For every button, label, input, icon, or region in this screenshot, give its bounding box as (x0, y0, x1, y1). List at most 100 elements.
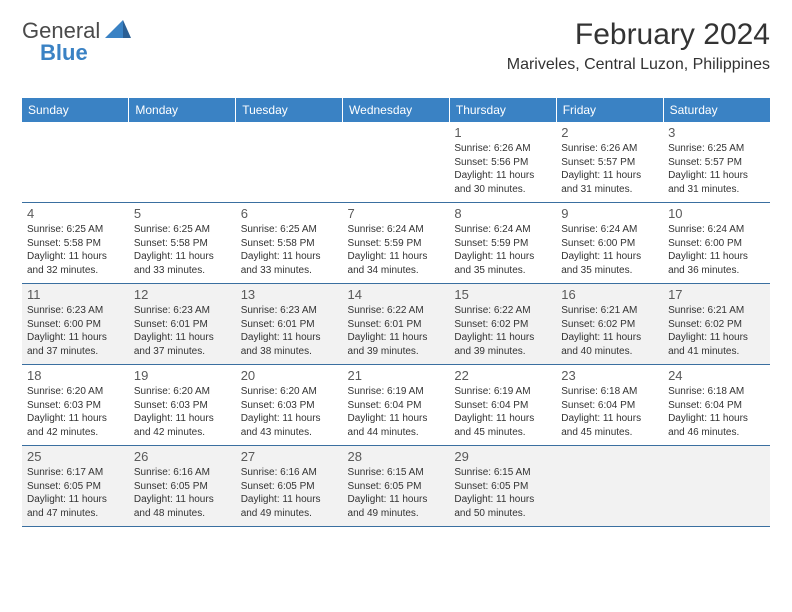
day-number: 13 (241, 287, 338, 302)
sunset-line: Sunset: 6:05 PM (134, 480, 231, 494)
day-cell: 24Sunrise: 6:18 AMSunset: 6:04 PMDayligh… (663, 365, 770, 446)
daylight-line-2: and 42 minutes. (134, 426, 231, 440)
day-cell: 11Sunrise: 6:23 AMSunset: 6:00 PMDayligh… (22, 284, 129, 365)
week-row: 18Sunrise: 6:20 AMSunset: 6:03 PMDayligh… (22, 365, 770, 446)
day-number: 18 (27, 368, 124, 383)
daylight-line-2: and 33 minutes. (241, 264, 338, 278)
day-number: 11 (27, 287, 124, 302)
day-number: 28 (348, 449, 445, 464)
dow-friday: Friday (556, 98, 663, 122)
daylight-line-2: and 36 minutes. (668, 264, 765, 278)
day-number: 25 (27, 449, 124, 464)
sunset-line: Sunset: 6:04 PM (454, 399, 551, 413)
empty-cell (343, 122, 450, 203)
day-cell: 20Sunrise: 6:20 AMSunset: 6:03 PMDayligh… (236, 365, 343, 446)
day-cell: 19Sunrise: 6:20 AMSunset: 6:03 PMDayligh… (129, 365, 236, 446)
day-cell: 3Sunrise: 6:25 AMSunset: 5:57 PMDaylight… (663, 122, 770, 203)
day-cell: 25Sunrise: 6:17 AMSunset: 6:05 PMDayligh… (22, 446, 129, 527)
dow-tuesday: Tuesday (236, 98, 343, 122)
dow-wednesday: Wednesday (343, 98, 450, 122)
sunset-line: Sunset: 6:01 PM (134, 318, 231, 332)
sunset-line: Sunset: 6:03 PM (241, 399, 338, 413)
sunrise-line: Sunrise: 6:24 AM (454, 223, 551, 237)
day-cell: 15Sunrise: 6:22 AMSunset: 6:02 PMDayligh… (449, 284, 556, 365)
empty-cell (236, 122, 343, 203)
daylight-line-2: and 46 minutes. (668, 426, 765, 440)
daylight-line-2: and 31 minutes. (561, 183, 658, 197)
sunset-line: Sunset: 6:00 PM (561, 237, 658, 251)
sunset-line: Sunset: 6:00 PM (668, 237, 765, 251)
empty-cell (663, 446, 770, 527)
day-number: 22 (454, 368, 551, 383)
daylight-line-1: Daylight: 11 hours (241, 250, 338, 264)
day-number: 21 (348, 368, 445, 383)
daylight-line-2: and 37 minutes. (134, 345, 231, 359)
day-number: 12 (134, 287, 231, 302)
sunrise-line: Sunrise: 6:20 AM (134, 385, 231, 399)
daylight-line-2: and 43 minutes. (241, 426, 338, 440)
day-cell: 13Sunrise: 6:23 AMSunset: 6:01 PMDayligh… (236, 284, 343, 365)
sunset-line: Sunset: 6:05 PM (241, 480, 338, 494)
sunrise-line: Sunrise: 6:20 AM (241, 385, 338, 399)
sunset-line: Sunset: 5:59 PM (348, 237, 445, 251)
empty-cell (129, 122, 236, 203)
dow-sunday: Sunday (22, 98, 129, 122)
daylight-line-1: Daylight: 11 hours (668, 331, 765, 345)
sunset-line: Sunset: 5:58 PM (241, 237, 338, 251)
day-cell: 22Sunrise: 6:19 AMSunset: 6:04 PMDayligh… (449, 365, 556, 446)
day-number: 14 (348, 287, 445, 302)
day-number: 3 (668, 125, 765, 140)
daylight-line-2: and 49 minutes. (348, 507, 445, 521)
sunset-line: Sunset: 5:59 PM (454, 237, 551, 251)
sunrise-line: Sunrise: 6:18 AM (668, 385, 765, 399)
daylight-line-2: and 44 minutes. (348, 426, 445, 440)
sunset-line: Sunset: 6:05 PM (27, 480, 124, 494)
sunset-line: Sunset: 5:57 PM (668, 156, 765, 170)
day-cell: 10Sunrise: 6:24 AMSunset: 6:00 PMDayligh… (663, 203, 770, 284)
day-number: 8 (454, 206, 551, 221)
day-cell: 7Sunrise: 6:24 AMSunset: 5:59 PMDaylight… (343, 203, 450, 284)
daylight-line-2: and 32 minutes. (27, 264, 124, 278)
sunrise-line: Sunrise: 6:23 AM (134, 304, 231, 318)
sunrise-line: Sunrise: 6:15 AM (348, 466, 445, 480)
calendar-table: Sunday Monday Tuesday Wednesday Thursday… (22, 98, 770, 527)
sunrise-line: Sunrise: 6:16 AM (241, 466, 338, 480)
day-number: 5 (134, 206, 231, 221)
sunrise-line: Sunrise: 6:18 AM (561, 385, 658, 399)
daylight-line-2: and 47 minutes. (27, 507, 124, 521)
day-cell: 12Sunrise: 6:23 AMSunset: 6:01 PMDayligh… (129, 284, 236, 365)
location-subtitle: Mariveles, Central Luzon, Philippines (507, 56, 770, 74)
daylight-line-1: Daylight: 11 hours (27, 331, 124, 345)
sunset-line: Sunset: 5:57 PM (561, 156, 658, 170)
daylight-line-2: and 42 minutes. (27, 426, 124, 440)
day-cell: 14 Sunrise: 6:22 AMSunset: 6:01 PMDayligh… (343, 284, 450, 365)
daylight-line-1: Daylight: 11 hours (348, 331, 445, 345)
sunrise-line: Sunrise: 6:21 AM (561, 304, 658, 318)
sunset-line: Sunset: 6:01 PM (241, 318, 338, 332)
daylight-line-1: Daylight: 11 hours (27, 250, 124, 264)
sunrise-line: Sunrise: 6:19 AM (454, 385, 551, 399)
day-number: 16 (561, 287, 658, 302)
sunset-line: Sunset: 6:01 PM (348, 318, 445, 332)
daylight-line-1: Daylight: 11 hours (668, 250, 765, 264)
sunrise-line: Sunrise: 6:25 AM (241, 223, 338, 237)
month-title: February 2024 (507, 18, 770, 52)
daylight-line-2: and 50 minutes. (454, 507, 551, 521)
dow-monday: Monday (129, 98, 236, 122)
day-cell: 8Sunrise: 6:24 AMSunset: 5:59 PMDaylight… (449, 203, 556, 284)
sunset-line: Sunset: 6:02 PM (454, 318, 551, 332)
daylight-line-1: Daylight: 11 hours (134, 493, 231, 507)
sunset-line: Sunset: 5:56 PM (454, 156, 551, 170)
daylight-line-1: Daylight: 11 hours (668, 412, 765, 426)
daylight-line-2: and 49 minutes. (241, 507, 338, 521)
sunrise-line: Sunrise: 6:25 AM (134, 223, 231, 237)
page-header: General February 2024 Mariveles, Central… (22, 18, 770, 74)
sunrise-line: Sunrise: 6:20 AM (27, 385, 124, 399)
logo-word2: Blue (40, 40, 88, 66)
sunrise-line: Sunrise: 6:22 AM (348, 304, 445, 318)
sunrise-line: Sunrise: 6:23 AM (27, 304, 124, 318)
sunrise-line: Sunrise: 6:15 AM (454, 466, 551, 480)
daylight-line-1: Daylight: 11 hours (668, 169, 765, 183)
daylight-line-2: and 40 minutes. (561, 345, 658, 359)
daylight-line-1: Daylight: 11 hours (454, 331, 551, 345)
